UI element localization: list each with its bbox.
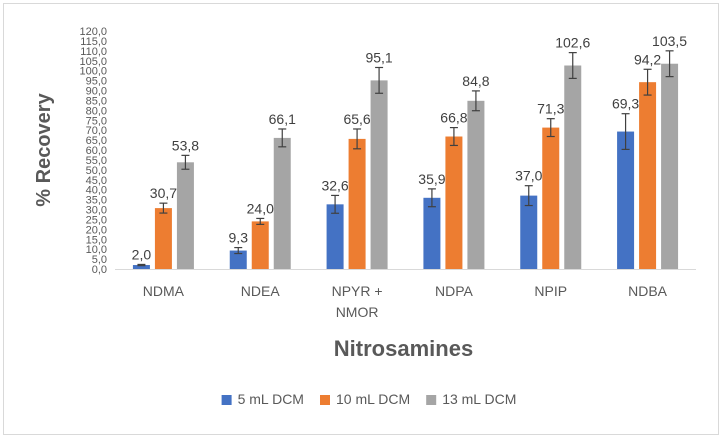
bar	[564, 65, 582, 269]
data-label: 69,3	[612, 96, 639, 112]
data-label: 37,0	[515, 168, 542, 184]
y-tick-label: 45,0	[86, 175, 107, 187]
y-tick-label: 65,0	[86, 135, 107, 147]
bar	[348, 138, 366, 269]
bar	[132, 265, 150, 269]
y-tick-label: 105,0	[79, 56, 107, 68]
legend-label: 10 mL DCM	[336, 391, 410, 407]
bar	[273, 137, 291, 269]
y-tick-label: 60,0	[86, 145, 107, 157]
bar	[661, 63, 679, 269]
bar	[423, 197, 441, 269]
data-label: 35,9	[418, 171, 445, 187]
bar	[542, 127, 560, 269]
y-tick-label: 55,0	[86, 155, 107, 167]
data-label: 94,2	[634, 51, 661, 67]
legend-swatch	[320, 395, 330, 405]
y-tick-label: 115,0	[80, 36, 107, 48]
y-tick-label: 35,0	[86, 195, 107, 207]
y-tick-label: 0,0	[92, 264, 107, 276]
category-label: NPIP	[534, 283, 567, 299]
y-tick-label: 100,0	[79, 66, 107, 78]
legend-swatch	[426, 395, 437, 405]
y-axis-title: % Recovery	[33, 92, 55, 206]
data-label: 66,1	[269, 111, 296, 127]
bar	[370, 80, 388, 269]
bar	[617, 131, 635, 269]
y-tick-label: 5,0	[92, 254, 107, 266]
data-label: 103,5	[652, 33, 687, 49]
bar	[467, 100, 485, 270]
bar	[326, 204, 344, 269]
data-label: 53,8	[172, 137, 199, 153]
y-tick-label: 90,0	[86, 86, 107, 98]
y-tick-label: 30,0	[86, 205, 107, 217]
data-label: 95,1	[365, 49, 392, 65]
y-tick-label: 40,0	[86, 185, 107, 197]
data-label: 84,8	[462, 73, 489, 89]
bar	[176, 162, 194, 269]
category-label: NDMA	[143, 283, 185, 299]
y-tick-label: 50,0	[86, 165, 107, 177]
data-label: 24,0	[247, 200, 274, 216]
y-tick-label: 15,0	[86, 234, 107, 246]
y-tick-label: 80,0	[86, 105, 107, 117]
data-label: 30,7	[150, 185, 177, 201]
data-label: 66,8	[440, 110, 467, 126]
legend-label: 13 mL DCM	[442, 391, 516, 407]
category-label: NDBA	[628, 283, 668, 299]
legend-swatch	[221, 395, 232, 405]
data-label: 102,6	[555, 35, 590, 51]
category-label: NPYR +	[332, 283, 383, 299]
data-label: 71,3	[537, 101, 564, 117]
data-label: 32,6	[321, 177, 348, 193]
bar	[520, 195, 538, 269]
data-label: 9,3	[229, 230, 249, 246]
data-label: 2,0	[132, 246, 152, 262]
y-tick-label: 75,0	[86, 115, 107, 127]
category-label: NDPA	[435, 283, 474, 299]
category-label: NMOR	[336, 304, 379, 320]
y-tick-label: 120,0	[79, 26, 107, 38]
category-label: NDEA	[241, 283, 281, 299]
chart-frame: 0,0 5,0 10,0 15,0 20,0 25,0 30,0 35,0 40,0 45,0 50…	[3, 3, 719, 435]
bar-chart: 0,05,010,015,020,025,030,035,040,045,050…	[33, 26, 696, 407]
y-tick-label: 25,0	[86, 214, 107, 226]
y-tick-label: 20,0	[86, 224, 107, 236]
bar	[154, 208, 172, 269]
y-tick-label: 110,0	[80, 46, 107, 58]
legend-label: 5 mL DCM	[238, 391, 304, 407]
y-tick-label: 10,0	[86, 244, 107, 256]
y-tick-label: 85,0	[86, 95, 107, 107]
bar	[229, 250, 247, 269]
data-label: 65,6	[343, 111, 370, 127]
y-tick-label: 70,0	[86, 125, 107, 137]
bar	[639, 82, 657, 269]
bar	[445, 136, 463, 269]
y-tick-label: 95,0	[86, 76, 107, 88]
bar	[251, 221, 269, 269]
x-axis-title: Nitrosamines	[334, 336, 473, 361]
